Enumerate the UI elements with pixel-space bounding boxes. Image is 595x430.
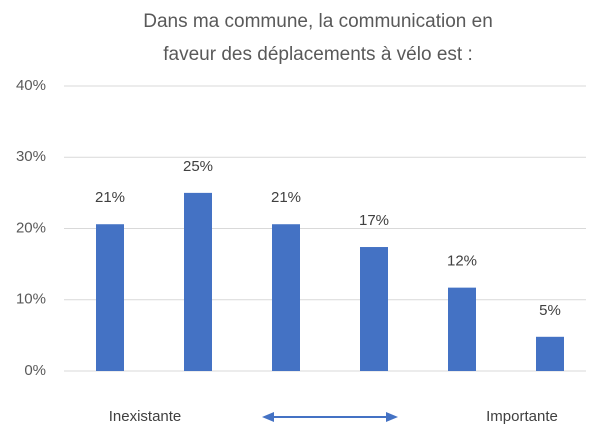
data-label: 25%: [183, 158, 213, 175]
y-tick-label: 40%: [16, 77, 46, 94]
bar: [536, 336, 564, 371]
arrow-head: [386, 412, 398, 422]
bar: [448, 287, 476, 371]
bar: [184, 192, 212, 371]
y-tick-label: 20%: [16, 219, 46, 236]
scale-label-high: Importante: [486, 408, 558, 425]
data-label: 17%: [359, 212, 389, 229]
bar: [360, 247, 388, 371]
data-label: 21%: [271, 189, 301, 206]
data-label: 5%: [539, 302, 561, 319]
data-label: 21%: [95, 189, 125, 206]
arrow-head: [262, 412, 274, 422]
scale-arrow: [262, 412, 398, 422]
y-tick-label: 10%: [16, 291, 46, 308]
bar: [96, 224, 124, 371]
chart-title: faveur des déplacements à vélo est :: [163, 44, 472, 65]
y-tick-label: 30%: [16, 148, 46, 165]
y-tick-label: 0%: [24, 362, 46, 379]
bar: [272, 224, 300, 371]
data-label: 12%: [447, 253, 477, 270]
chart-title: Dans ma commune, la communication en: [143, 11, 493, 32]
scale-label-low: Inexistante: [109, 408, 182, 425]
